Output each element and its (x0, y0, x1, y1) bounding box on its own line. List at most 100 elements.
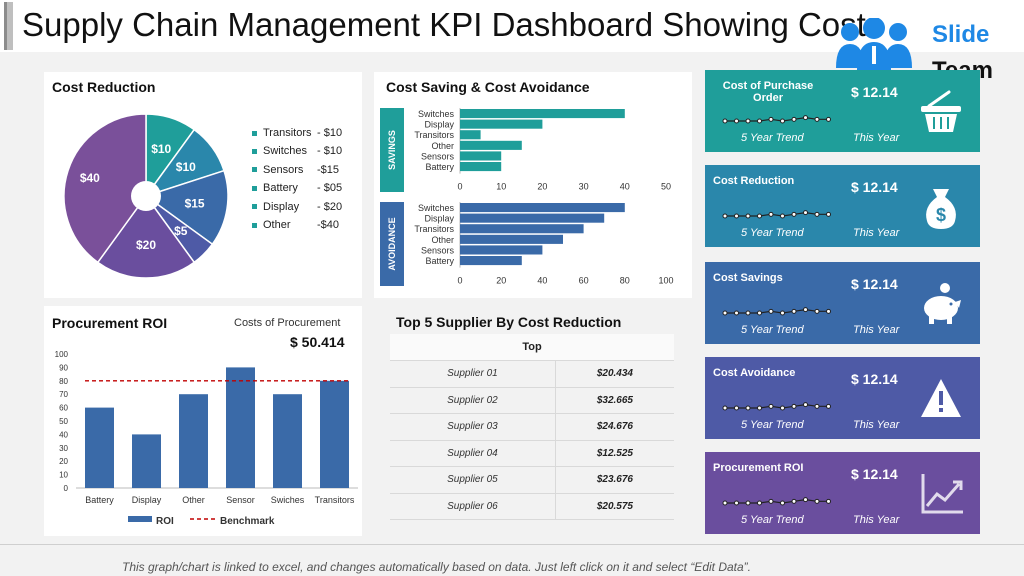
pie-slice-display (96, 194, 196, 279)
legend-value: - $05 (317, 182, 343, 195)
avoidance-bar-transitors (460, 224, 584, 234)
sparkline-point (722, 405, 728, 411)
avoidance-bar-other (460, 234, 563, 244)
sparkline-point (734, 405, 739, 411)
savings-label-band (380, 108, 404, 192)
kpi-value: $ 12.14 (851, 276, 898, 292)
legend-marker-icon (252, 185, 257, 191)
kpi-card-cost-avoidance: Cost Avoidance $ 12.14 5 Year Trend This Ye… (705, 357, 980, 439)
x-tick-label: Battery (85, 495, 114, 505)
costs-value: $ 50.414 (290, 334, 345, 350)
supplier-name: Supplier 01 (390, 360, 556, 388)
avoidance-bar-battery (460, 256, 522, 266)
kpi-card-cost-of-purchase-order: Cost of Purchase Order $ 12.14 5 Year Tren… (705, 70, 980, 152)
legend-roi-swatch (128, 516, 152, 522)
cost-reduction-title: Cost Reduction (52, 79, 156, 95)
legend-item-switches: Switches - $10 (252, 145, 342, 157)
category-label: Display (424, 120, 454, 130)
sparkline-point (768, 498, 774, 504)
sparkline-path (725, 117, 829, 122)
trend-sparkline (722, 497, 831, 506)
y-tick-label: 60 (59, 404, 68, 413)
title-accent (4, 2, 13, 50)
kpi-card-cost-reduction: Cost Reduction $ 12.14 5 Year Trend This Ye… (705, 165, 980, 247)
procurement-roi-title: Procurement ROI (52, 315, 168, 331)
logo-line1: Slide (932, 21, 989, 48)
supplier-value: $24.676 (555, 413, 674, 441)
pie-slice-sensors (144, 169, 229, 246)
tick-label: 0 (457, 182, 462, 192)
x-tick-label: Swiches (271, 495, 305, 505)
sparkline-point (745, 213, 751, 219)
savings-bar-transitors (460, 130, 481, 140)
procurement-roi-panel: Procurement ROI Costs of Procurement $ 5… (44, 306, 362, 536)
avoidance-bar-sensors (460, 245, 543, 255)
sparkline-point (791, 498, 797, 504)
pie-center (131, 181, 161, 211)
sparkline-point (780, 405, 785, 411)
kpi-value: $ 12.14 (851, 84, 898, 100)
tick-label: 40 (620, 182, 630, 192)
sparkline-point (814, 403, 820, 409)
legend-item-other: Other -$40 (252, 219, 339, 231)
warning-icon (919, 375, 965, 428)
y-tick-label: 0 (64, 484, 69, 493)
sparkline-point (757, 500, 762, 506)
legend-label: Sensors (263, 163, 304, 176)
savings-bar-switches (460, 109, 625, 119)
cost-reduction-pie: $10 $10 $15 $5 $20 $40 (63, 113, 229, 279)
tick-label: 50 (661, 182, 671, 192)
footer-divider (0, 544, 1024, 545)
table-row: Supplier 06 $20.575 (390, 493, 674, 520)
legend-item-display: Display - $20 (252, 201, 342, 213)
legend-marker-icon (252, 130, 257, 136)
kpi-card-procurement-roi: Procurement ROI $ 12.14 5 Year Trend This Y… (705, 452, 980, 534)
sparkline-point (803, 210, 808, 216)
pie-label-battery: $5 (174, 224, 188, 238)
category-label: Display (424, 214, 454, 224)
sparkline-point (814, 116, 820, 122)
sparkline-point (826, 498, 831, 504)
kpi-year-label: This Year (853, 419, 900, 431)
sparkline-point (803, 307, 808, 313)
roi-bar-battery (85, 407, 114, 488)
category-label: Sensors (421, 245, 455, 255)
table-row: Supplier 05 $23.676 (390, 466, 674, 494)
kpi-value: $ 12.14 (851, 466, 898, 482)
pie-label-sensors: $15 (185, 197, 205, 211)
savings-bar-other (460, 140, 522, 150)
legend-value: - $10 (317, 127, 343, 139)
tick-label: 20 (496, 276, 506, 286)
page-title: Supply Chain Management KPI Dashboard Sh… (22, 6, 866, 43)
kpi-trend-label: 5 Year Trend (741, 419, 804, 431)
table-row: Supplier 03 $24.676 (390, 413, 674, 441)
sparkline-path (725, 404, 829, 409)
saving-avoidance-title: Cost Saving & Cost Avoidance (386, 79, 590, 95)
category-label: Switches (418, 109, 455, 119)
sparkline-point (803, 402, 808, 408)
sparkline-point (791, 403, 797, 409)
sparkline-point (757, 213, 762, 219)
legend-value: -$15 (317, 163, 340, 176)
sparkline-point (745, 500, 751, 506)
legend-roi-label: ROI (156, 516, 174, 527)
legend-item-battery: Battery - $05 (252, 182, 342, 194)
kpi-trend-label: 5 Year Trend (741, 514, 804, 526)
x-tick-label: Transitors (315, 495, 355, 505)
kpi-year-label: This Year (853, 324, 900, 336)
sparkline-point (722, 118, 728, 124)
sparkline-point (780, 213, 785, 219)
table-row: Supplier 02 $32.665 (390, 387, 674, 414)
sparkline-point (722, 310, 728, 316)
sparkline-point (734, 118, 739, 124)
tick-label: 100 (658, 276, 673, 286)
y-tick-label: 50 (59, 417, 68, 426)
supplier-value: $12.525 (555, 440, 674, 467)
avoidance-bar-switches (460, 203, 625, 213)
roi-bar-sensor (226, 367, 255, 488)
saving-avoidance-panel: Cost Saving & Cost Avoidance SAVINGS Swit… (374, 72, 692, 298)
legend-value: - $20 (317, 200, 343, 213)
kpi-value: $ 12.14 (851, 371, 898, 387)
category-label: Switches (418, 203, 455, 213)
y-tick-label: 90 (59, 363, 68, 372)
